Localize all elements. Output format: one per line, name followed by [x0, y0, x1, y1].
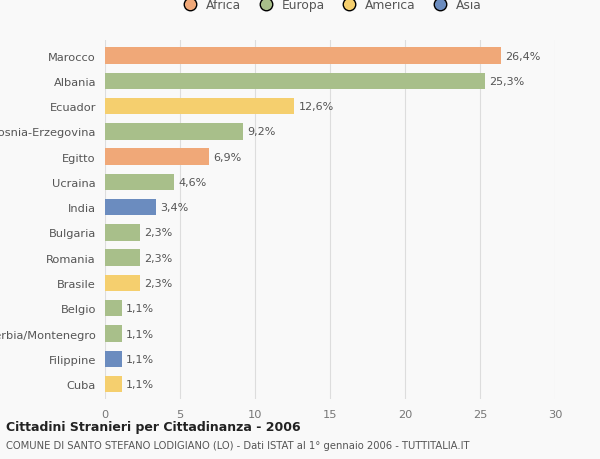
Bar: [105, 351, 121, 367]
Text: 1,1%: 1,1%: [126, 329, 154, 339]
Bar: [105, 325, 121, 342]
Text: 1,1%: 1,1%: [126, 354, 154, 364]
Text: 2,3%: 2,3%: [144, 278, 172, 288]
Bar: [105, 99, 294, 115]
Bar: [105, 174, 174, 190]
Text: COMUNE DI SANTO STEFANO LODIGIANO (LO) - Dati ISTAT al 1° gennaio 2006 - TUTTITA: COMUNE DI SANTO STEFANO LODIGIANO (LO) -…: [6, 440, 470, 450]
Text: Cittadini Stranieri per Cittadinanza - 2006: Cittadini Stranieri per Cittadinanza - 2…: [6, 420, 301, 433]
Bar: [105, 48, 501, 65]
Text: 3,4%: 3,4%: [161, 203, 189, 213]
Bar: [105, 200, 156, 216]
Text: 12,6%: 12,6%: [299, 102, 334, 112]
Text: 9,2%: 9,2%: [248, 127, 276, 137]
Text: 1,1%: 1,1%: [126, 379, 154, 389]
Bar: [105, 376, 121, 392]
Text: 26,4%: 26,4%: [505, 51, 541, 62]
Text: 2,3%: 2,3%: [144, 253, 172, 263]
Bar: [105, 300, 121, 317]
Bar: [105, 250, 139, 266]
Text: 2,3%: 2,3%: [144, 228, 172, 238]
Bar: [105, 149, 209, 166]
Text: 1,1%: 1,1%: [126, 303, 154, 313]
Legend: Africa, Europa, America, Asia: Africa, Europa, America, Asia: [178, 0, 482, 12]
Bar: [105, 73, 485, 90]
Text: 25,3%: 25,3%: [489, 77, 524, 87]
Text: 6,9%: 6,9%: [213, 152, 241, 162]
Bar: [105, 275, 139, 291]
Bar: [105, 124, 243, 140]
Text: 4,6%: 4,6%: [179, 178, 207, 187]
Bar: [105, 225, 139, 241]
